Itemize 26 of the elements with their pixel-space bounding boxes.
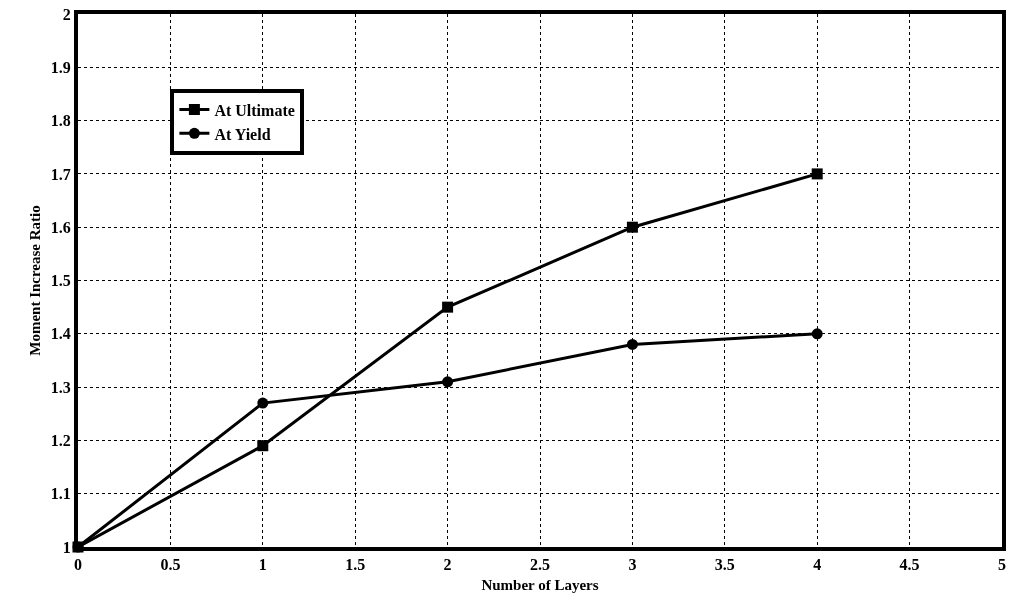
y-tick-label: 1.8 [50,112,71,130]
y-tick-label: 1.4 [50,325,71,343]
y-tick-label: 2 [62,5,71,23]
x-tick-label: 5 [998,556,1006,574]
x-tick-label: 4.5 [899,556,920,574]
y-tick-label: 1.6 [50,218,71,236]
x-tick-label: 3 [628,556,637,574]
legend-label: At Yield [214,125,271,143]
x-tick-label: 4 [813,556,822,574]
x-tick-label: 3.5 [714,556,735,574]
x-tick-label: 0.5 [160,556,181,574]
y-tick-label: 1.2 [50,432,71,449]
y-tick-label: 1 [62,538,71,556]
x-tick-label: 2.5 [530,556,550,574]
y-axis-title: Moment Increase Ratio [26,205,43,356]
y-tick-label: 1.7 [50,165,71,183]
y-tick-label: 1.3 [50,378,71,396]
legend-label: At Ultimate [214,101,295,119]
y-tick-label: 1.1 [50,485,71,503]
x-tick-label: 1.5 [345,556,366,574]
x-tick-label: 0 [74,556,82,574]
x-tick-label: 1 [258,556,267,574]
x-axis-title: Number of Layers [481,576,599,593]
y-tick-label: 1.5 [50,272,71,290]
x-tick-label: 2 [443,556,452,574]
y-tick-label: 1.9 [50,58,71,76]
